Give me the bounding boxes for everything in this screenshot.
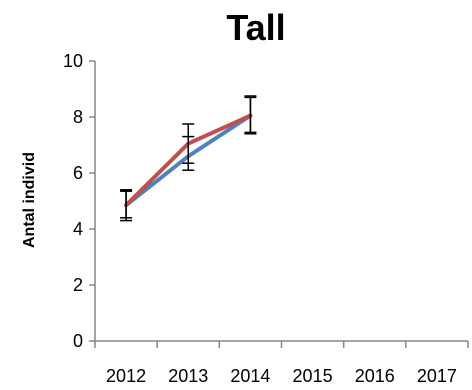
y-tick-label: 2	[73, 275, 83, 295]
chart-title: Tall	[226, 7, 285, 48]
error-bar	[120, 190, 133, 219]
x-tick-label: 2012	[106, 366, 146, 386]
x-tick-label: 2015	[293, 366, 333, 386]
x-tick-label: 2014	[230, 366, 270, 386]
error-bar	[244, 95, 257, 134]
error-bar	[182, 123, 195, 164]
y-tick-label: 10	[63, 51, 83, 71]
series-layer	[120, 95, 257, 222]
y-axis-label: Antal individ	[21, 152, 38, 248]
y-tick-label: 0	[73, 331, 83, 351]
x-tick-label: 2013	[168, 366, 208, 386]
x-tick-label: 2017	[417, 366, 457, 386]
axes: 0 2 4 6 8 10 2012 2013 2014 2015 2016 2017	[63, 51, 469, 386]
y-tick-label: 6	[73, 163, 83, 183]
y-tick-label: 4	[73, 219, 83, 239]
x-tick-label: 2016	[355, 366, 395, 386]
y-tick-label: 8	[73, 107, 83, 127]
